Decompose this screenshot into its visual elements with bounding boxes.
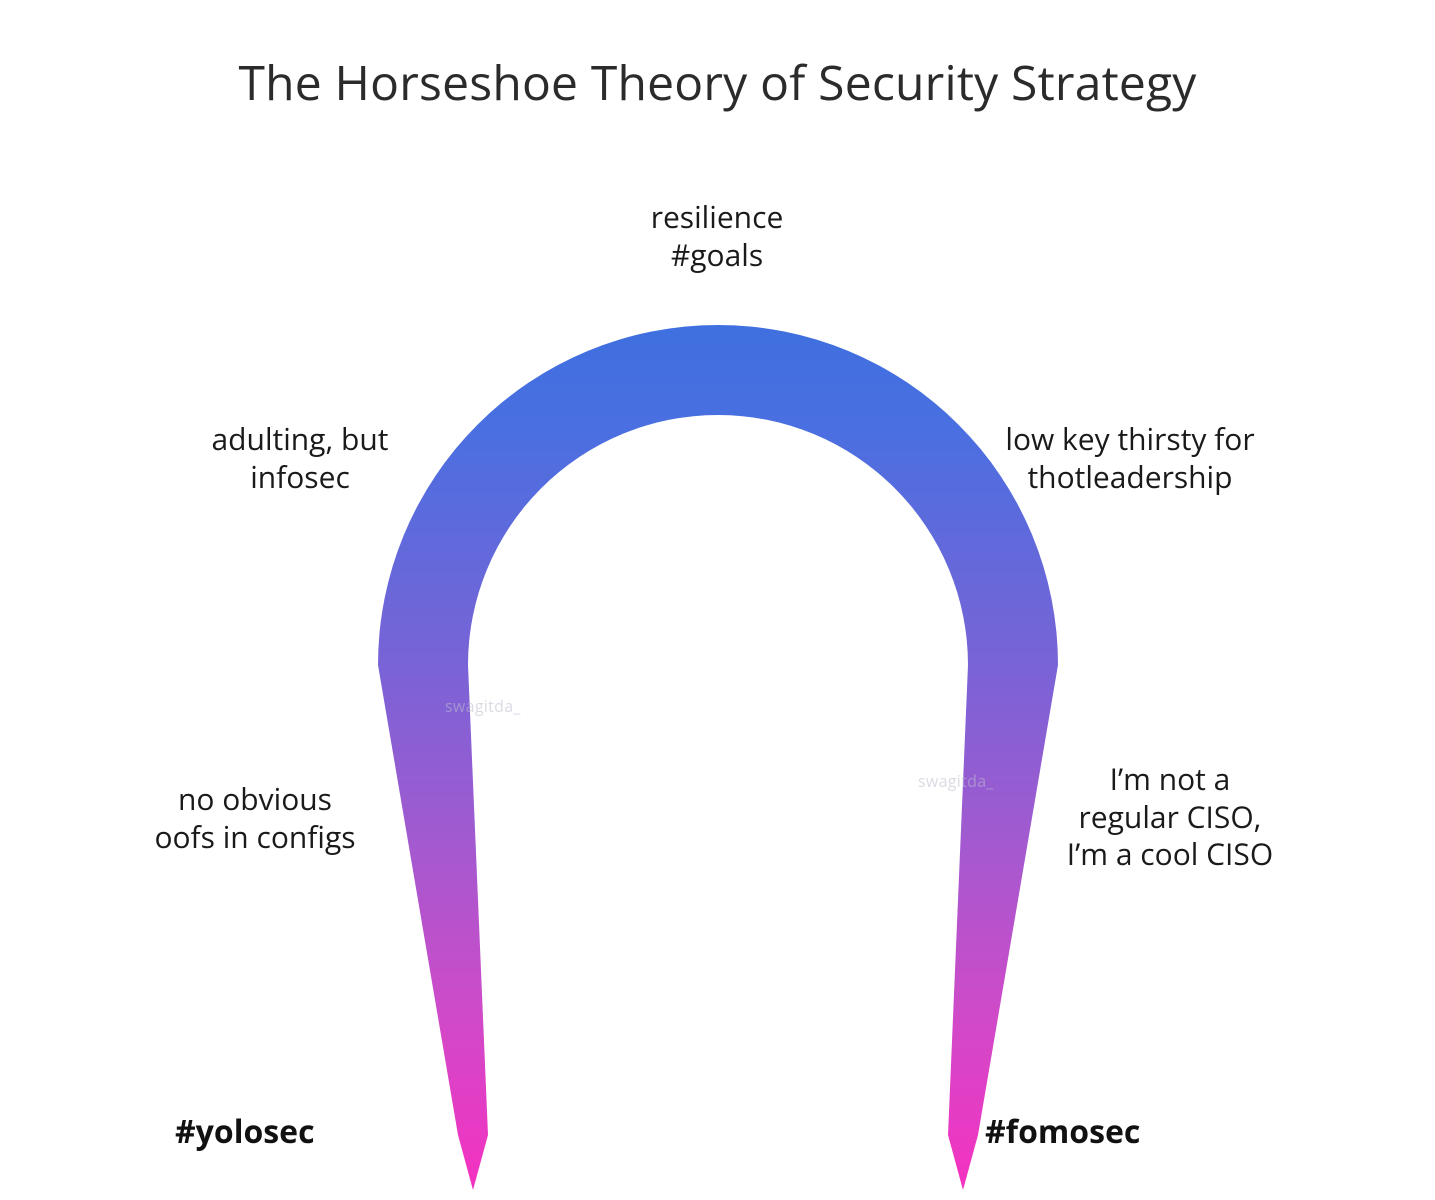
- horseshoe-path: [378, 325, 1058, 1190]
- watermark-2: swagitda_: [918, 770, 994, 792]
- endcap-right: #fomosec: [985, 1110, 1140, 1153]
- diagram-title: The Horseshoe Theory of Security Strateg…: [0, 50, 1435, 115]
- label-upper-left: adulting, but infosec: [160, 420, 440, 495]
- horseshoe-arc: [338, 265, 1098, 1200]
- label-lower-right: I’m not a regular CISO, I’m a cool CISO: [1020, 760, 1320, 873]
- diagram-stage: The Horseshoe Theory of Security Strateg…: [0, 0, 1435, 1200]
- label-top: resilience #goals: [557, 198, 877, 273]
- watermark-1: swagitda_: [445, 695, 521, 717]
- label-lower-left: no obvious oofs in configs: [105, 780, 405, 855]
- endcap-left: #yolosec: [175, 1110, 315, 1153]
- label-upper-right: low key thirsty for thotleadership: [960, 420, 1300, 495]
